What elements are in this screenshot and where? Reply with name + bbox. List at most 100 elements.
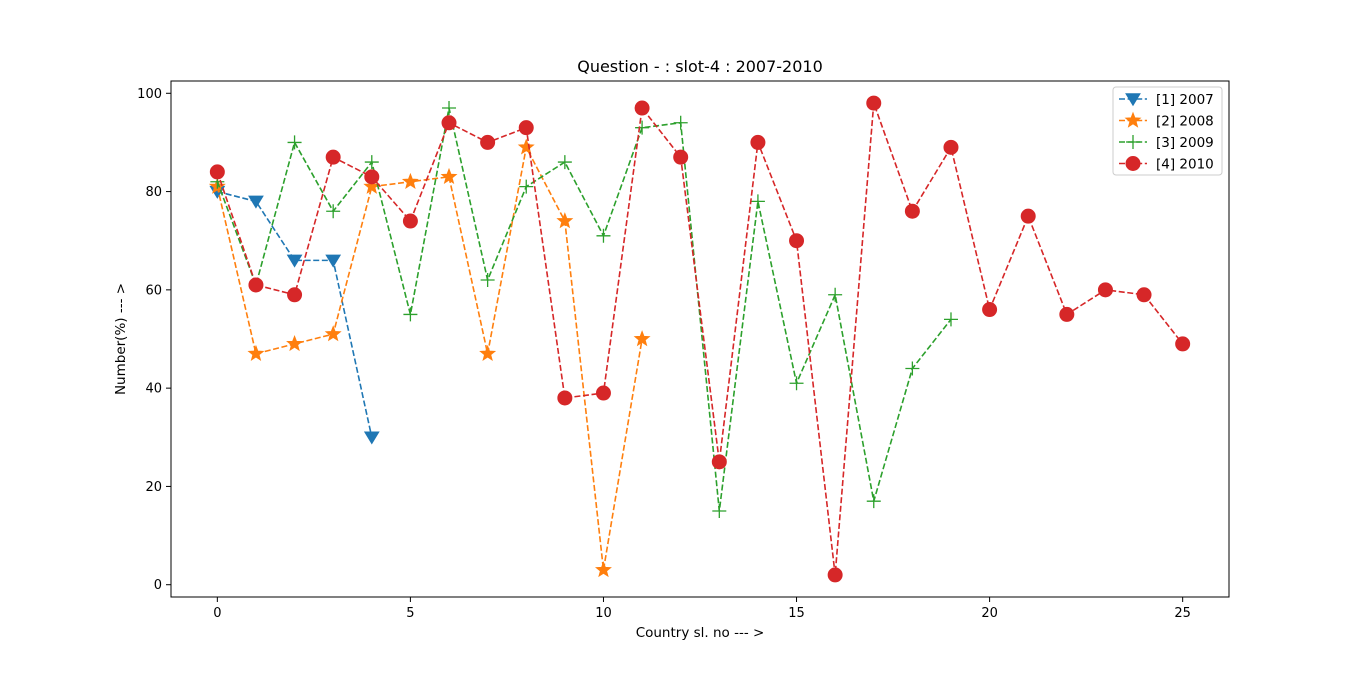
- series-line: [216, 107, 952, 512]
- data-point: [403, 307, 418, 322]
- data-point: [519, 179, 534, 194]
- x-axis: 0 5 10 15 20 25: [213, 597, 1191, 621]
- legend-label: [1] 2007: [1156, 92, 1214, 108]
- y-tick-label: 100: [137, 87, 162, 102]
- legend-label: [3] 2009: [1156, 135, 1214, 151]
- data-point: [634, 100, 650, 116]
- data-point: [750, 194, 765, 209]
- legend-label: [2] 2008: [1156, 114, 1214, 130]
- data-point: [1097, 282, 1113, 298]
- data-point: [247, 344, 265, 361]
- data-point: [286, 335, 304, 352]
- series-2: [208, 138, 651, 578]
- data-point: [480, 273, 495, 288]
- data-point: [364, 169, 380, 185]
- data-point: [1020, 208, 1036, 224]
- data-point: [711, 454, 727, 470]
- data-point: [789, 233, 805, 249]
- data-point: [557, 390, 573, 406]
- chart-title: Question - : slot-4 : 2007-2010: [577, 57, 823, 76]
- legend-marker: [1126, 135, 1140, 149]
- legend-marker: [1124, 111, 1142, 128]
- series-3: [210, 101, 958, 518]
- y-tick-label: 40: [145, 382, 162, 397]
- data-point: [633, 330, 651, 347]
- data-point: [943, 312, 958, 327]
- y-tick-label: 80: [145, 185, 162, 200]
- data-point: [1175, 336, 1191, 352]
- data-point: [248, 277, 264, 293]
- data-point: [442, 101, 457, 116]
- data-point: [325, 149, 341, 165]
- x-tick-label: 20: [981, 606, 998, 621]
- series-line: [216, 144, 643, 571]
- data-point: [1136, 287, 1152, 303]
- data-point: [595, 561, 612, 578]
- data-point: [556, 212, 574, 229]
- data-point: [866, 95, 882, 111]
- legend: [1] 2007 [2] 2008 [3] 2009 [4] 2010: [1112, 86, 1223, 176]
- legend-marker: [1125, 93, 1141, 107]
- data-point: [402, 213, 418, 229]
- data-point: [441, 115, 457, 131]
- data-point: [789, 376, 804, 391]
- legend-box: [1112, 86, 1223, 176]
- x-tick-label: 10: [595, 606, 612, 621]
- y-tick-label: 0: [154, 578, 162, 593]
- data-point: [595, 385, 611, 401]
- data-point: [286, 254, 303, 268]
- y-tick-label: 60: [145, 283, 162, 298]
- legend-item: [1] 2007: [1119, 92, 1214, 108]
- data-point: [325, 254, 342, 268]
- series-4: [209, 95, 1191, 583]
- legend-item: [4] 2010: [1119, 156, 1214, 173]
- data-point: [712, 504, 727, 518]
- data-point: [363, 431, 380, 445]
- y-axis: 0 20 40 60 80 100: [137, 87, 171, 593]
- data-point: [943, 139, 959, 155]
- data-point: [326, 204, 341, 219]
- data-point: [324, 325, 342, 342]
- data-point: [635, 120, 650, 135]
- x-axis-label: Country sl. no --- >: [636, 625, 765, 641]
- data-point: [401, 172, 419, 189]
- series-line: [216, 102, 1184, 575]
- x-tick-label: 25: [1174, 606, 1191, 621]
- legend-marker: [1125, 156, 1141, 171]
- data-point: [905, 361, 920, 376]
- data-point: [480, 134, 496, 150]
- plot-area: [208, 95, 1191, 583]
- data-point: [248, 195, 264, 209]
- data-point: [209, 164, 225, 180]
- data-point: [673, 149, 689, 165]
- data-point: [596, 228, 611, 243]
- x-tick-label: 0: [213, 606, 221, 621]
- x-tick-label: 15: [788, 606, 805, 621]
- legend-label: [4] 2010: [1156, 157, 1214, 173]
- data-point: [517, 138, 535, 155]
- data-point: [750, 134, 766, 150]
- legend-item: [3] 2009: [1119, 135, 1214, 151]
- data-point: [287, 287, 303, 303]
- legend-item: [2] 2008: [1119, 111, 1214, 130]
- plot-frame: [170, 80, 1230, 598]
- data-point: [557, 155, 572, 170]
- data-point: [904, 203, 920, 219]
- data-point: [440, 167, 458, 185]
- data-point: [364, 155, 379, 170]
- data-point: [866, 494, 881, 509]
- data-point: [673, 115, 688, 130]
- data-point: [982, 302, 998, 318]
- data-point: [287, 135, 302, 150]
- data-point: [828, 287, 843, 302]
- y-tick-label: 20: [145, 480, 162, 495]
- y-axis-label: Number(%) --- >: [113, 283, 129, 395]
- data-point: [1059, 306, 1075, 322]
- data-point: [518, 120, 534, 136]
- series-line: [217, 190, 373, 438]
- data-point: [827, 567, 843, 583]
- x-tick-label: 5: [406, 606, 414, 621]
- data-point: [479, 344, 497, 361]
